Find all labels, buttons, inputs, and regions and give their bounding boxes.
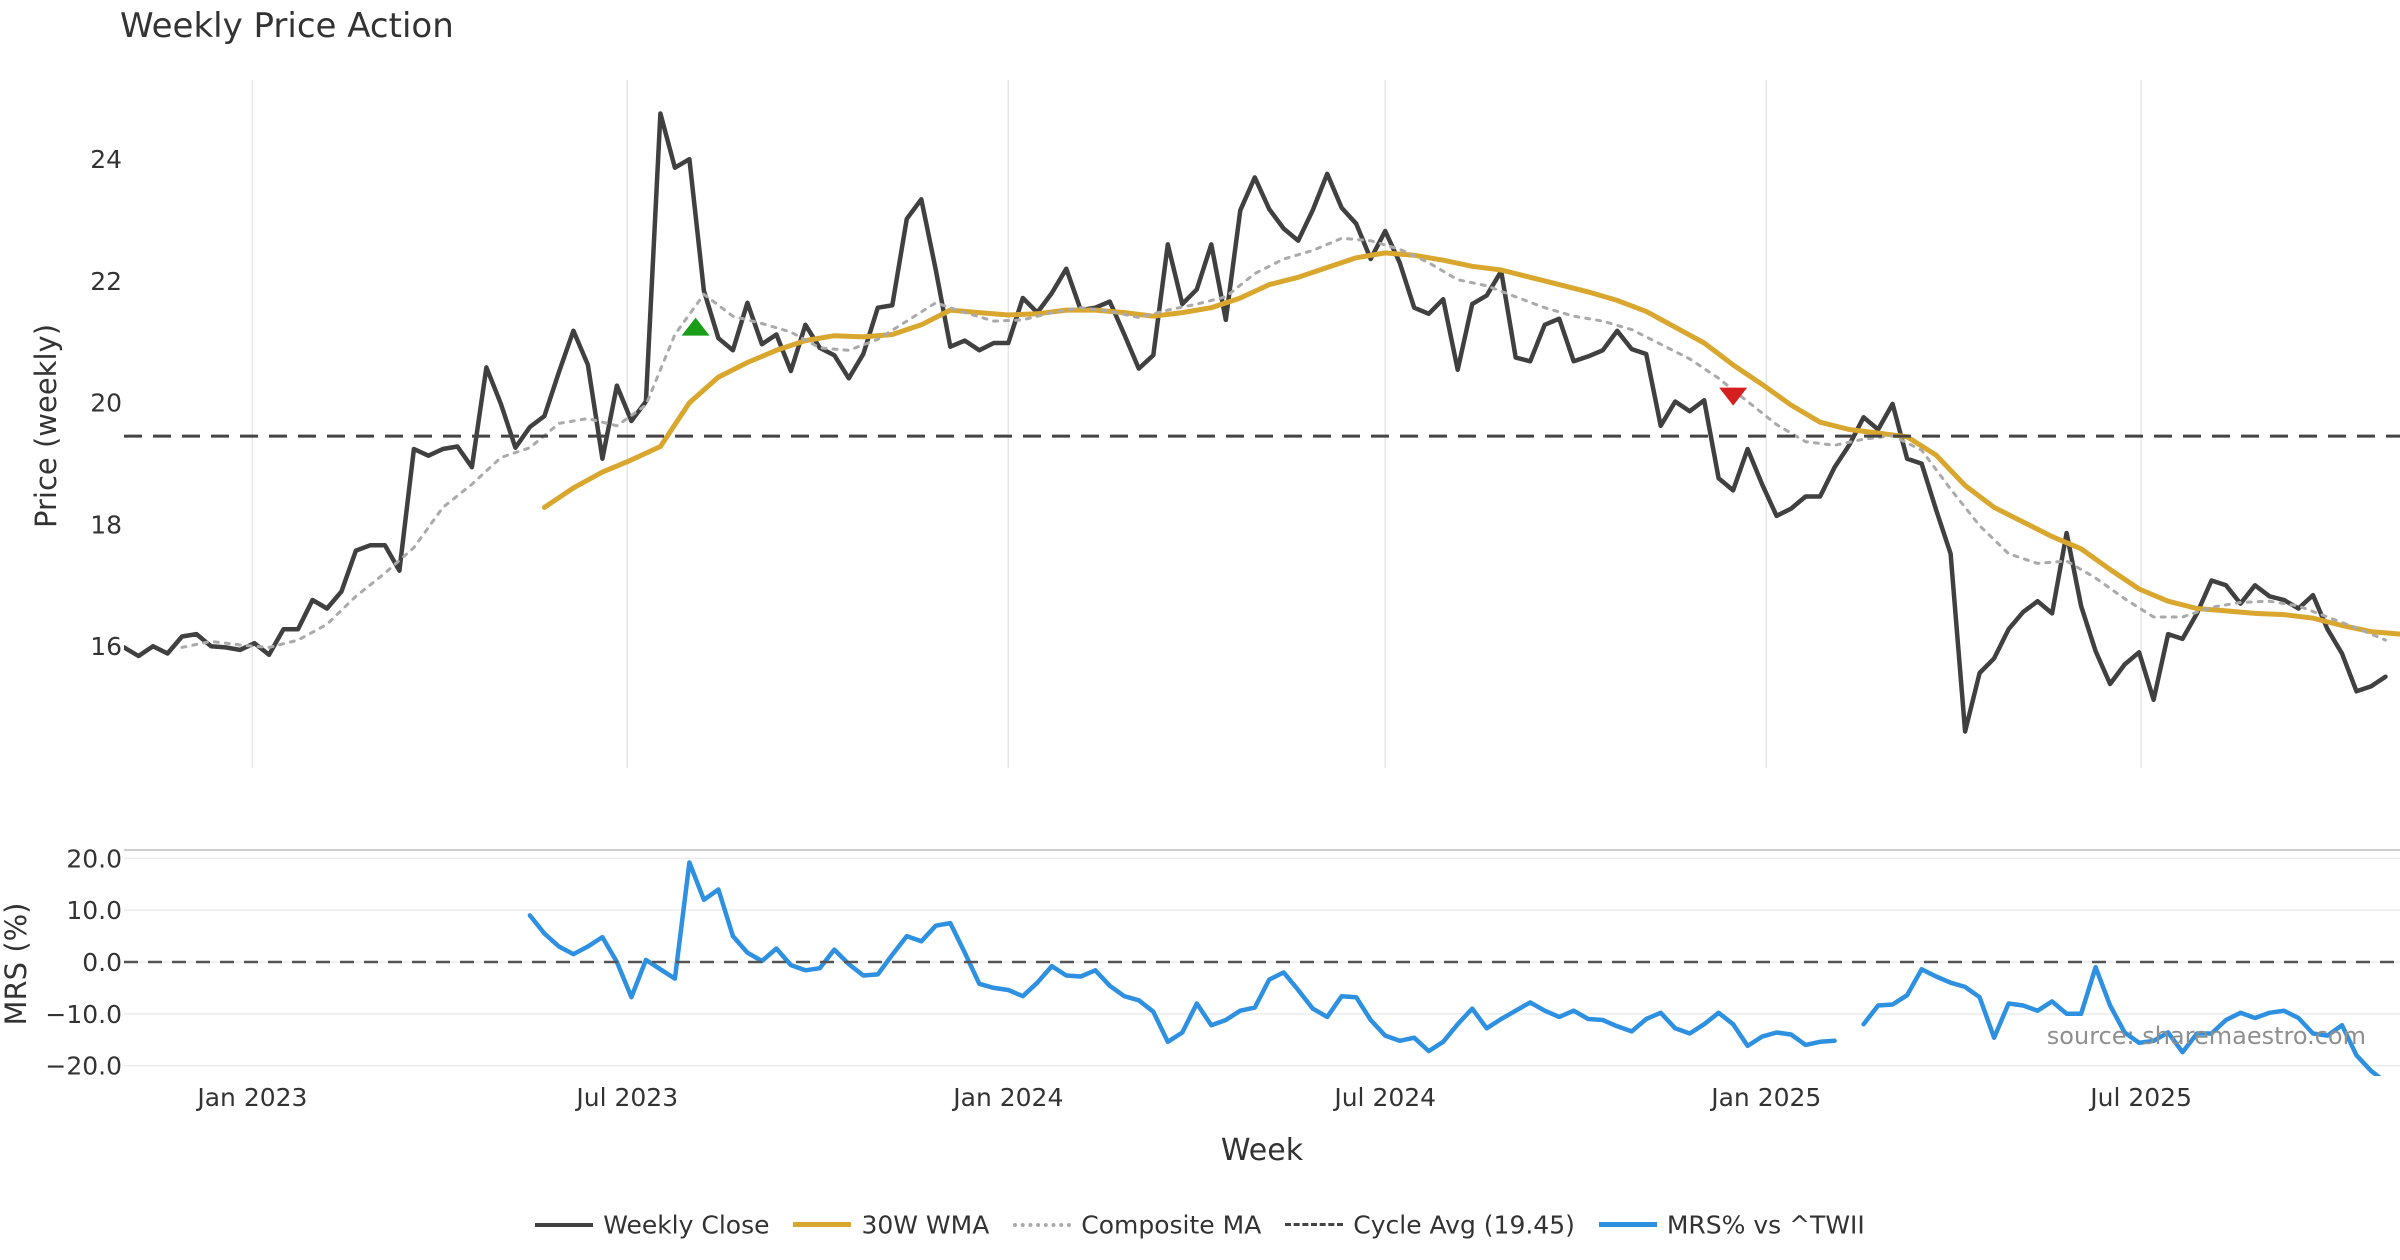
- buy-signal-marker: [681, 317, 710, 336]
- price-y-tick-label: 22: [90, 267, 122, 296]
- mrs-grid: [124, 849, 2400, 1067]
- legend-swatch-composite-ma: [1013, 1222, 1072, 1227]
- legend-item-mrs: MRS% vs ^TWII: [1598, 1209, 1865, 1240]
- mrs-y-tick-label: 20.0: [66, 844, 122, 873]
- legend-item-cycle-avg: Cycle Avg (19.45): [1285, 1209, 1575, 1240]
- series-weekly-close: [124, 111, 2388, 734]
- legend: Weekly Close 30W WMA Composite MA Cycle …: [0, 1208, 2400, 1239]
- x-tick-label: Jul 2024: [1332, 1083, 1436, 1112]
- legend-label: MRS% vs ^TWII: [1666, 1210, 1865, 1240]
- legend-item-weekly-close: Weekly Close: [535, 1209, 770, 1240]
- x-tick-label: Jul 2025: [2088, 1083, 2192, 1112]
- legend-label: Composite MA: [1081, 1210, 1262, 1240]
- mrs-y-tick-label: −20.0: [45, 1052, 122, 1081]
- axes: 16 18 20 22 24 20.0 10.0 0.0 −10.0 −20.0 Jan 2023 J…: [45, 145, 2192, 1112]
- legend-swatch-weekly-close: [535, 1222, 594, 1227]
- sell-signal-marker: [1719, 387, 1748, 406]
- price-y-tick-label: 20: [90, 389, 122, 418]
- mrs-y-tick-label: 0.0: [82, 948, 122, 977]
- legend-label: 30W WMA: [861, 1210, 990, 1240]
- legend-swatch-cycle-avg: [1285, 1223, 1344, 1227]
- x-tick-label: Jan 2024: [951, 1083, 1063, 1112]
- series-mrs-vs-twii: [1861, 964, 2382, 1076]
- price-y-tick-label: 16: [90, 632, 122, 661]
- price-plot: [124, 111, 2400, 734]
- price-y-tick-label: 18: [90, 510, 122, 539]
- mrs-y-tick-label: −10.0: [45, 1000, 122, 1029]
- legend-label: Cycle Avg (19.45): [1353, 1210, 1575, 1240]
- source-annotation: source: sharemaestro.com: [2047, 1022, 2366, 1050]
- mrs-plot: [124, 860, 2400, 1076]
- legend-item-30w-wma: 30W WMA: [793, 1209, 990, 1240]
- x-tick-label: Jan 2025: [1709, 1083, 1821, 1112]
- legend-swatch-30w-wma: [793, 1222, 852, 1228]
- series-30w-wma: [541, 250, 2400, 637]
- chart-title: Weekly Price Action: [120, 6, 454, 46]
- legend-swatch-mrs: [1598, 1222, 1657, 1228]
- mrs-y-tick-label: 10.0: [66, 896, 122, 925]
- legend-item-composite-ma: Composite MA: [1013, 1209, 1262, 1240]
- x-tick-label: Jan 2023: [195, 1083, 307, 1112]
- series-composite-ma: [180, 236, 2387, 649]
- price-y-axis-label: Price (weekly): [29, 324, 63, 528]
- legend-label: Weekly Close: [603, 1210, 770, 1240]
- price-y-tick-label: 24: [90, 145, 122, 174]
- x-axis-label: Week: [1221, 1133, 1304, 1168]
- series-mrs-vs-twii: [527, 860, 1837, 1054]
- x-tick-label: Jul 2023: [574, 1083, 678, 1112]
- mrs-y-axis-label: MRS (%): [0, 903, 33, 1026]
